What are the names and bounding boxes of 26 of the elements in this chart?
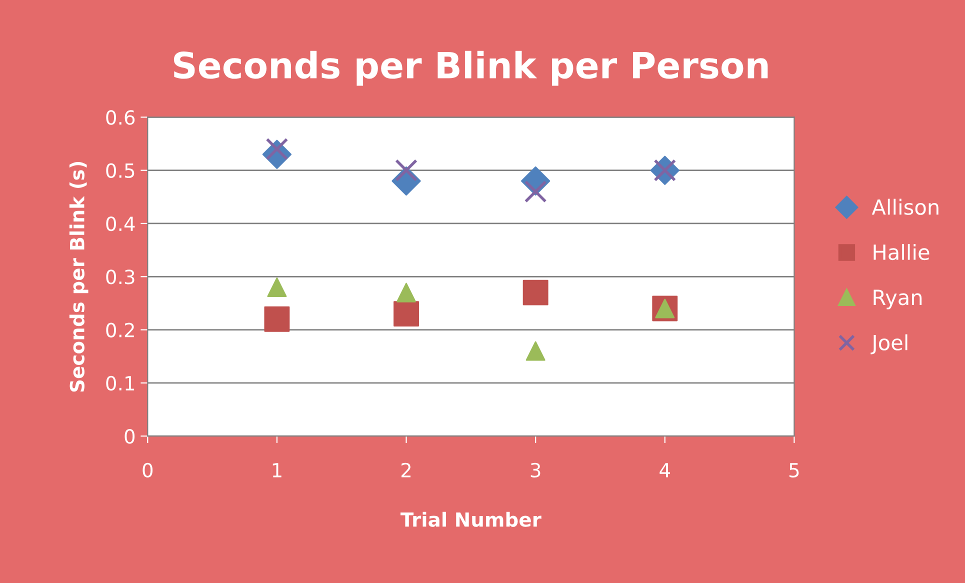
- point: [396, 282, 416, 302]
- y-tick-label: 0.3: [106, 270, 134, 284]
- y-tick-label: 0.1: [106, 376, 134, 391]
- chart-title: Seconds per Blink per Person: [174, 50, 768, 86]
- point: [522, 280, 548, 306]
- legend-label: Hallie: [874, 244, 930, 260]
- legend-label: Ryan: [874, 290, 922, 310]
- x-tick-label: 2: [402, 462, 411, 478]
- y-axis-title: Seconds per Blink (s): [69, 162, 88, 392]
- x-tick-label: 1: [272, 463, 282, 478]
- y-tick-label: 0.4: [106, 216, 135, 232]
- x-tick-label: 0: [142, 462, 153, 478]
- x-tick-label: 5: [790, 463, 799, 478]
- legend-label: Joel: [870, 334, 908, 354]
- x-tick-label: 4: [660, 463, 670, 478]
- y-tick-label: 0.5: [106, 163, 134, 178]
- point: [394, 301, 419, 327]
- y-tick-label: 0.6: [106, 110, 135, 125]
- point: [526, 341, 546, 361]
- point: [264, 306, 290, 332]
- x-tick-label: 3: [530, 462, 540, 478]
- y-tick-label: 0.2: [106, 322, 134, 338]
- x-axis-title: Trial Number: [400, 512, 542, 527]
- point: [267, 278, 287, 298]
- legend-label: Allison: [872, 198, 938, 215]
- y-tick-label: 0: [124, 429, 135, 444]
